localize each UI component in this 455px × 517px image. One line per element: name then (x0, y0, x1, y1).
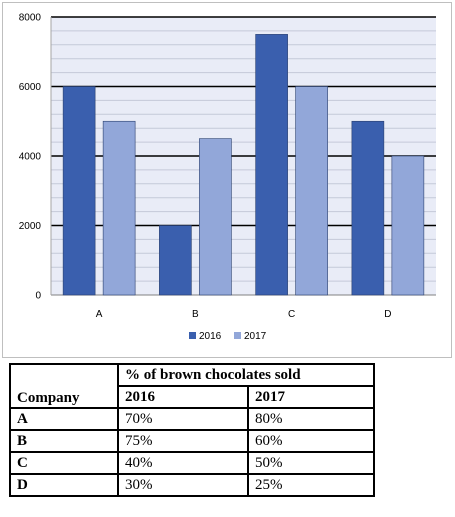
y-tick-label: 2000 (19, 221, 42, 232)
company-cell: A (9, 407, 119, 431)
y-tick-label: 8000 (19, 13, 42, 24)
bar-2017-B (199, 138, 232, 296)
year-header-2016: 2016 (117, 385, 249, 409)
x-tick-label: D (384, 309, 391, 320)
y-tick-label: 4000 (19, 152, 42, 163)
value-2016-cell: 70% (117, 407, 249, 431)
legend-label-2017: 2017 (244, 331, 267, 342)
table-row: C 40% 50% (9, 451, 375, 475)
chart-frame: 0 2000 4000 6000 8000 A B C D 2016 2017 (2, 2, 452, 358)
chocolate-table: Company % of brown chocolates sold 2016 … (9, 363, 375, 497)
x-tick-label: B (192, 309, 199, 320)
legend-swatch-2016 (189, 332, 196, 339)
table-header-row: Company % of brown chocolates sold (9, 363, 375, 409)
bar-2016-C (255, 34, 288, 296)
year-header-2017: 2017 (247, 385, 375, 409)
company-cell: B (9, 429, 119, 453)
table-row: B 75% 60% (9, 429, 375, 453)
table-year-row: 2016 2017 (10, 385, 375, 409)
value-2017-cell: 25% (247, 473, 375, 497)
table-row: D 30% 25% (9, 473, 375, 497)
bar-2016-B (159, 225, 192, 296)
value-2016-cell: 40% (117, 451, 249, 475)
x-tick-label: C (288, 309, 295, 320)
bar-2017-A (102, 120, 136, 296)
x-tick-label: A (96, 309, 103, 320)
bar-2017-D (391, 155, 425, 296)
company-cell: C (9, 451, 119, 475)
legend-swatch-2017 (234, 332, 241, 339)
company-header: Company (9, 363, 119, 409)
bar-2016-D (351, 120, 385, 296)
legend-label-2016: 2016 (199, 331, 222, 342)
bar-2017-C (295, 86, 328, 296)
table-row: A 70% 80% (9, 407, 375, 431)
group-header: % of brown chocolates sold (117, 363, 375, 387)
bar-2016-A (62, 86, 96, 296)
value-2017-cell: 80% (247, 407, 375, 431)
y-tick-label: 6000 (19, 82, 42, 93)
company-cell: D (9, 473, 119, 497)
value-2017-cell: 50% (247, 451, 375, 475)
bar-chart: 0 2000 4000 6000 8000 A B C D 2016 2017 (19, 13, 436, 342)
y-tick-label: 0 (35, 291, 41, 302)
value-2016-cell: 30% (117, 473, 249, 497)
value-2016-cell: 75% (117, 429, 249, 453)
value-2017-cell: 60% (247, 429, 375, 453)
